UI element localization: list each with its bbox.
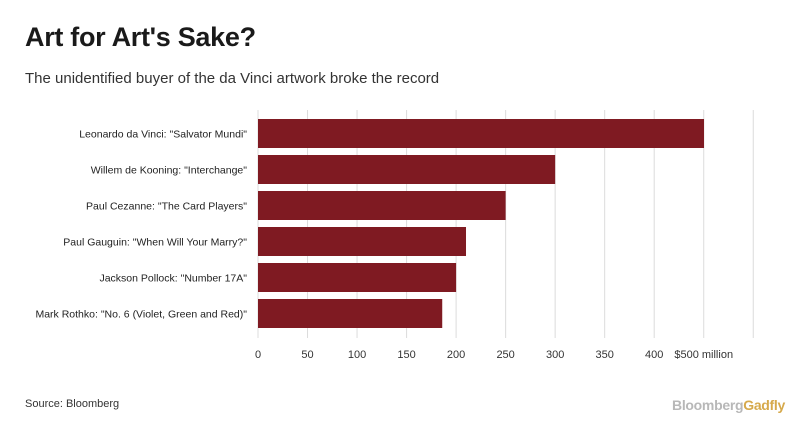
x-tick-label: $500 million [674, 349, 733, 361]
bar [258, 191, 506, 220]
x-tick-label: 150 [397, 349, 415, 361]
brand-suffix: Gadfly [743, 397, 785, 413]
brand-name: Bloomberg [672, 397, 744, 413]
bar [258, 263, 457, 292]
chart-subtitle: The unidentified buyer of the da Vinci a… [25, 70, 440, 87]
x-tick-label: 400 [645, 349, 663, 361]
source-note: Source: Bloomberg [25, 398, 120, 410]
category-label: Leonardo da Vinci: "Salvator Mundi" [79, 129, 247, 141]
x-tick-label: 100 [348, 349, 366, 361]
category-label: Paul Gauguin: "When Will Your Marry?" [63, 237, 247, 249]
bar [258, 119, 705, 148]
bar [258, 227, 467, 256]
x-tick-label: 350 [595, 349, 613, 361]
x-tick-label: 0 [255, 349, 261, 361]
category-label: Jackson Pollock: "Number 17A" [99, 273, 247, 285]
bar [258, 299, 443, 328]
x-tick-label: 250 [496, 349, 514, 361]
category-label: Mark Rothko: "No. 6 (Violet, Green and R… [35, 309, 247, 321]
x-tick-label: 300 [546, 349, 564, 361]
x-tick-label: 200 [447, 349, 465, 361]
chart-title: Art for Art's Sake? [25, 22, 256, 52]
category-label: Paul Cezanne: "The Card Players" [86, 201, 247, 213]
category-label: Willem de Kooning: "Interchange" [91, 165, 248, 177]
bar [258, 155, 556, 184]
brand-logo: BloombergGadfly [672, 397, 785, 413]
x-tick-label: 50 [301, 349, 313, 361]
